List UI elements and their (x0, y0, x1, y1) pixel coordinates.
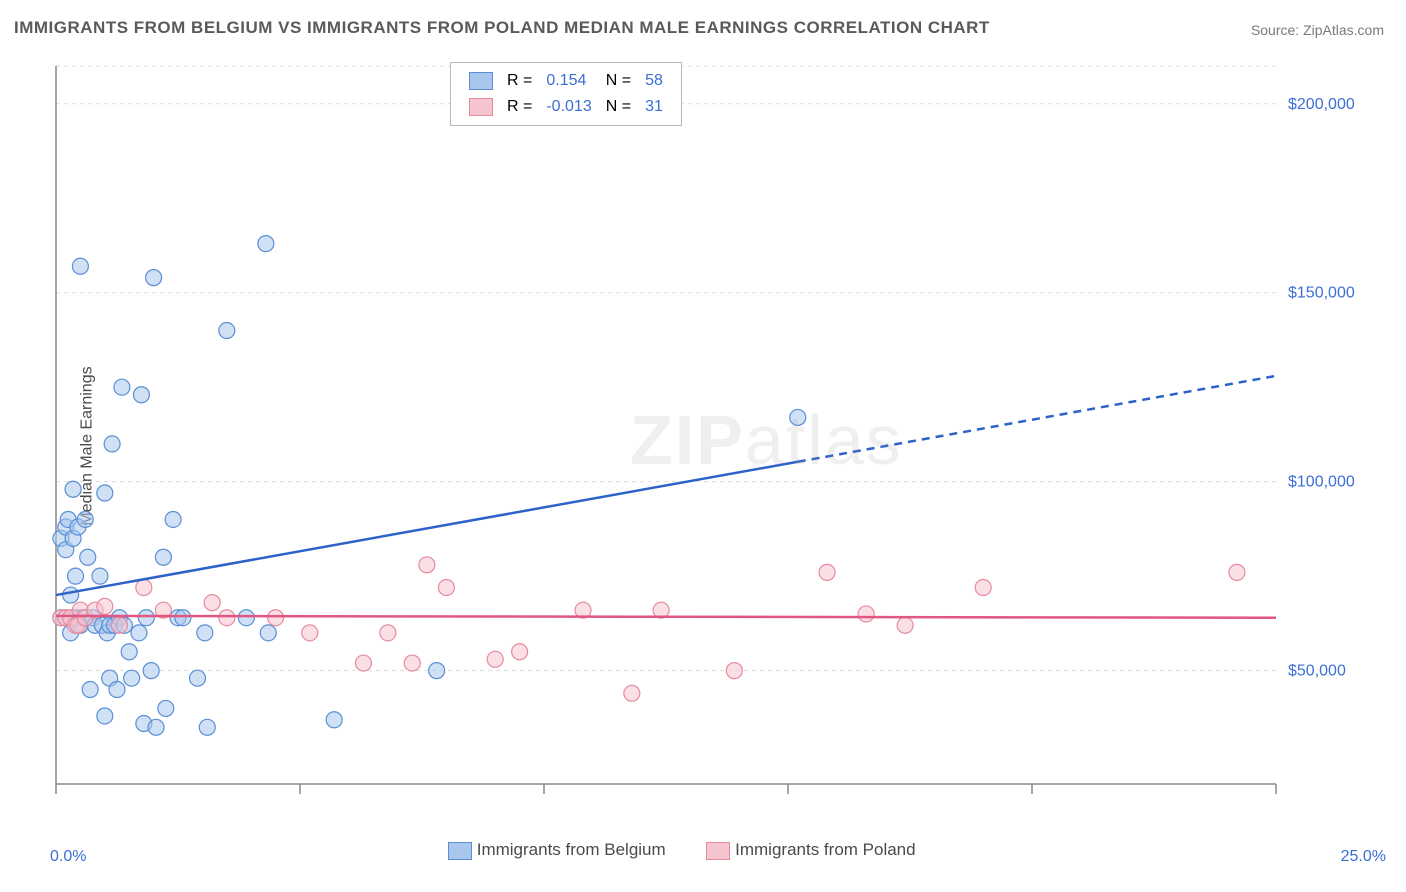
source-name: ZipAtlas.com (1303, 22, 1384, 38)
chart-title: IMMIGRANTS FROM BELGIUM VS IMMIGRANTS FR… (14, 18, 990, 38)
source-attribution: Source: ZipAtlas.com (1251, 22, 1384, 38)
legend-row-poland: R = -0.013 N = 31 (463, 95, 669, 119)
n-label: N = (600, 69, 637, 93)
n-value-belgium: 58 (639, 69, 669, 93)
r-value-belgium: 0.154 (540, 69, 597, 93)
r-label: R = (501, 95, 538, 119)
correlation-legend-table: R = 0.154 N = 58 R = -0.013 N = 31 (461, 67, 671, 121)
correlation-legend: R = 0.154 N = 58 R = -0.013 N = 31 (450, 62, 682, 126)
legend-row-belgium: R = 0.154 N = 58 (463, 69, 669, 93)
r-value-poland: -0.013 (540, 95, 597, 119)
n-label: N = (600, 95, 637, 119)
x-axis-min: 0.0% (50, 848, 86, 866)
source-prefix: Source: (1251, 22, 1303, 38)
swatch-poland (469, 98, 493, 116)
series-legend: Immigrants from Belgium Immigrants from … (430, 840, 934, 860)
r-label: R = (501, 69, 538, 93)
swatch-belgium (448, 842, 472, 860)
legend-item-poland: Immigrants from Poland (706, 840, 915, 860)
legend-label-poland: Immigrants from Poland (735, 840, 915, 859)
svg-text:$150,000: $150,000 (1288, 285, 1355, 302)
x-axis-max: 25.0% (1341, 848, 1386, 866)
legend-label-belgium: Immigrants from Belgium (477, 840, 666, 859)
n-value-poland: 31 (639, 95, 669, 119)
svg-text:$50,000: $50,000 (1288, 663, 1346, 680)
swatch-belgium (469, 72, 493, 90)
swatch-poland (706, 842, 730, 860)
svg-text:$100,000: $100,000 (1288, 474, 1355, 491)
chart-svg: $50,000 $100,000 $150,000 $200,000 (50, 60, 1386, 820)
svg-text:$200,000: $200,000 (1288, 96, 1355, 113)
legend-item-belgium: Immigrants from Belgium (448, 840, 666, 860)
chart-plot-area: $50,000$100,000$150,000$200,000 ZIPatlas… (50, 60, 1386, 820)
